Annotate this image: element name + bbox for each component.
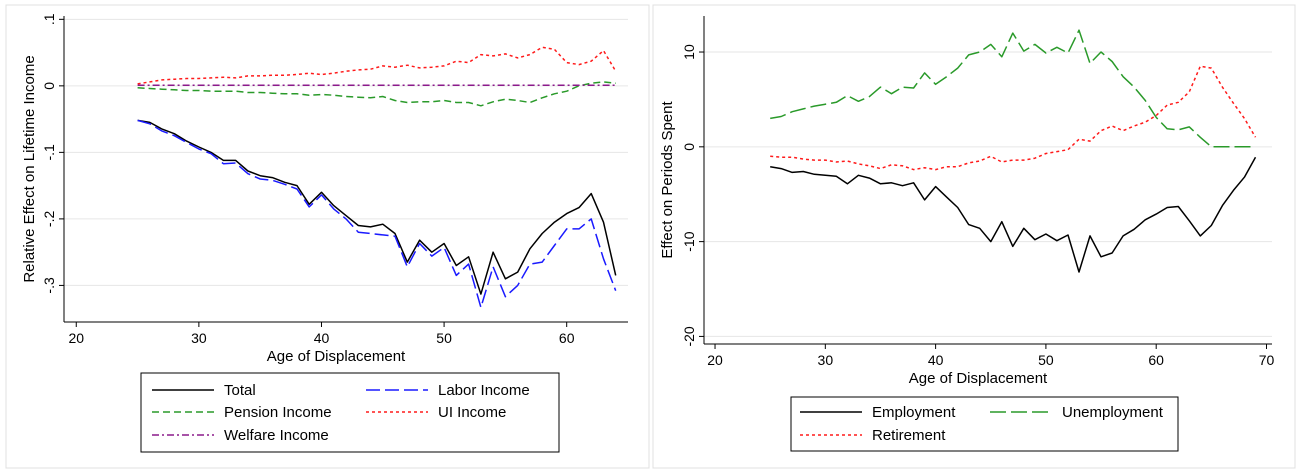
y-axis-title: Relative Effect on Lifetime Income bbox=[21, 55, 38, 282]
y-tick-label: -20 bbox=[681, 326, 697, 346]
series-total bbox=[137, 119, 617, 295]
x-tick-label: 50 bbox=[1038, 352, 1054, 368]
y-tick-label: 0 bbox=[41, 82, 57, 90]
x-tick-label: 20 bbox=[68, 330, 84, 346]
x-tick-label: 60 bbox=[1148, 352, 1164, 368]
x-tick-label: 20 bbox=[707, 352, 723, 368]
x-tick-label: 60 bbox=[559, 330, 575, 346]
legend-label-pension-income: Pension Income bbox=[224, 404, 332, 421]
legend-label-employment: Employment bbox=[872, 404, 956, 421]
series-ui-income bbox=[137, 46, 617, 85]
legend-label-labor-income: Labor Income bbox=[438, 382, 530, 399]
x-tick-label: 30 bbox=[818, 352, 834, 368]
series-pension-income bbox=[137, 81, 616, 107]
legend-label-unemployment: Unemployment bbox=[1062, 404, 1164, 421]
left-chart: .1 0 -.1 -.2 -.3 20 30 40 50 60 Age of Displacemen… bbox=[21, 13, 628, 365]
x-tick-label: 50 bbox=[436, 330, 452, 346]
x-tick-label: 40 bbox=[928, 352, 944, 368]
y-tick-label: .1 bbox=[41, 13, 57, 25]
right-chart: 10 0 -10 -20 20 30 40 50 60 70 Age of Displacement… bbox=[659, 16, 1274, 387]
y-tick-label: -.3 bbox=[41, 277, 57, 294]
y-tick-label: 0 bbox=[681, 143, 697, 151]
right-legend-box bbox=[790, 396, 1179, 452]
y-tick-label: -.1 bbox=[41, 144, 57, 161]
series-employment bbox=[770, 156, 1257, 273]
x-axis-title: Age of Displacement bbox=[267, 348, 406, 365]
x-axis-title: Age of Displacement bbox=[909, 370, 1048, 387]
y-tick-label: 10 bbox=[681, 44, 697, 60]
y-tick-label: -.2 bbox=[41, 211, 57, 228]
x-tick-label: 30 bbox=[191, 330, 207, 346]
left-legend: Total Labor Income Pension Income UI Income… bbox=[152, 382, 530, 444]
legend-label-welfare-income: Welfare Income bbox=[224, 427, 329, 444]
right-panel-frame bbox=[652, 4, 1296, 469]
legend-label-ui-income: UI Income bbox=[438, 404, 506, 421]
x-tick-label: 40 bbox=[314, 330, 330, 346]
legend-label-retirement: Retirement bbox=[872, 427, 946, 444]
series-labor-income bbox=[137, 119, 617, 309]
y-tick-label: -10 bbox=[681, 231, 697, 251]
y-axis-title: Effect on Periods Spent bbox=[659, 101, 676, 259]
right-legend: Employment Unemployment Retirement bbox=[800, 404, 1164, 444]
x-tick-label: 70 bbox=[1259, 352, 1275, 368]
series-unemployment bbox=[770, 29, 1256, 148]
legend-label-total: Total bbox=[224, 382, 256, 399]
